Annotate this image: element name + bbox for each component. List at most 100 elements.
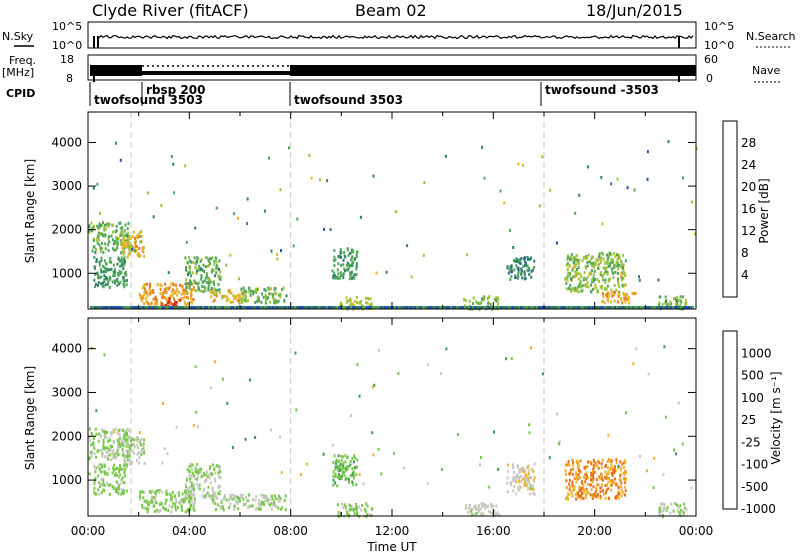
heatmap-cell xyxy=(690,486,693,490)
heatmap-cell xyxy=(565,479,568,483)
heatmap-cell xyxy=(165,304,167,308)
heatmap-cell xyxy=(607,470,610,474)
heatmap-cell xyxy=(346,306,348,309)
heatmap-cell xyxy=(150,306,152,309)
heatmap-cell xyxy=(345,477,348,480)
heatmap-cell xyxy=(558,440,561,444)
heatmap-cell xyxy=(155,298,158,302)
heatmap-cell xyxy=(136,452,139,456)
heatmap-cell xyxy=(251,504,253,508)
heatmap-cell xyxy=(594,461,597,465)
heatmap-cell xyxy=(201,280,204,284)
heatmap-cell xyxy=(345,509,348,513)
heatmap-cell xyxy=(112,439,115,443)
heatmap-cell xyxy=(170,155,173,158)
heatmap-cell xyxy=(133,237,136,240)
heatmap-cell xyxy=(402,306,404,309)
heatmap-cell xyxy=(538,306,540,309)
heatmap-cell xyxy=(658,510,661,513)
noise-sky-trace xyxy=(98,34,694,40)
heatmap-cell xyxy=(99,211,102,215)
heatmap-cell xyxy=(579,280,582,284)
heatmap-cell xyxy=(167,509,170,512)
heatmap-cell xyxy=(106,482,108,486)
heatmap-cell xyxy=(200,274,203,278)
colorbar-tick-label: -100 xyxy=(741,458,768,472)
heatmap-cell xyxy=(585,471,588,475)
heatmap-cell xyxy=(141,246,144,250)
heatmap-cell xyxy=(94,470,97,474)
heatmap-cell xyxy=(196,471,199,475)
heatmap-cell xyxy=(108,222,110,226)
heatmap-cell xyxy=(624,300,627,304)
heatmap-cell xyxy=(349,463,352,467)
heatmap-cell xyxy=(622,291,625,295)
heatmap-cell xyxy=(121,442,123,446)
heatmap-cell xyxy=(464,306,466,309)
heatmap-cell xyxy=(513,485,516,489)
heatmap-cell xyxy=(192,507,195,510)
heatmap-cell xyxy=(118,442,121,446)
heatmap-cell xyxy=(101,241,103,245)
heatmap-cell xyxy=(361,504,364,507)
heatmap-cell xyxy=(196,469,199,473)
heatmap-cell xyxy=(127,436,130,440)
heatmap-cell xyxy=(538,204,541,208)
heatmap-cell xyxy=(568,286,570,290)
heatmap-cell xyxy=(527,469,530,473)
heatmap-region xyxy=(209,288,247,305)
heatmap-cell xyxy=(607,299,610,303)
heatmap-cell xyxy=(128,306,130,309)
heatmap-cell xyxy=(577,495,580,499)
heatmap-cell xyxy=(591,269,593,273)
heatmap-cell xyxy=(473,505,476,509)
heatmap-cell xyxy=(556,306,558,309)
heatmap-cell xyxy=(217,283,220,286)
heatmap-cell xyxy=(477,503,480,507)
heatmap-cell xyxy=(122,278,125,282)
heatmap-cell xyxy=(677,506,680,510)
heatmap-cell xyxy=(365,502,368,506)
heatmap-cell xyxy=(260,300,263,304)
heatmap-cell xyxy=(490,503,493,507)
heatmap-cell xyxy=(572,467,575,471)
heatmap-cell xyxy=(574,211,577,215)
heatmap-cell xyxy=(237,299,240,303)
heatmap-cell xyxy=(635,291,638,295)
heatmap-cell xyxy=(518,261,521,265)
heatmap-cell xyxy=(497,298,500,302)
heatmap-cell xyxy=(332,274,335,278)
heatmap-cell xyxy=(108,467,110,471)
heatmap-cell xyxy=(464,299,467,303)
heatmap-cell xyxy=(206,264,209,268)
heatmap-cell xyxy=(234,295,236,299)
heatmap-cell xyxy=(119,463,121,467)
heatmap-cell xyxy=(185,490,188,494)
heatmap-cell xyxy=(142,246,145,250)
heatmap-cell xyxy=(168,306,170,309)
heatmap-cell xyxy=(192,286,195,290)
heatmap-cell xyxy=(573,265,576,269)
heatmap-cell xyxy=(510,481,513,485)
heatmap-cell xyxy=(248,378,251,382)
heatmap-cell xyxy=(530,256,533,260)
heatmap-cell xyxy=(152,215,155,219)
heatmap-cell xyxy=(190,498,193,502)
heatmap-cell xyxy=(115,236,117,240)
heatmap-cell xyxy=(240,306,242,309)
heatmap-cell xyxy=(572,463,575,467)
heatmap-cell xyxy=(617,300,620,304)
time-tick-label: 12:00 xyxy=(375,524,410,538)
heatmap-cell xyxy=(143,449,146,453)
heatmap-cell xyxy=(118,468,121,472)
heatmap-cell xyxy=(262,494,265,498)
heatmap-cell xyxy=(349,299,352,303)
heatmap-cell xyxy=(351,276,353,280)
heatmap-cell xyxy=(238,499,241,503)
heatmap-cell xyxy=(279,435,282,439)
heatmap-cell xyxy=(623,485,626,489)
heatmap-cell xyxy=(355,483,358,487)
heatmap-cell xyxy=(349,258,352,262)
heatmap-cell xyxy=(683,502,686,506)
heatmap-cell xyxy=(662,509,665,513)
